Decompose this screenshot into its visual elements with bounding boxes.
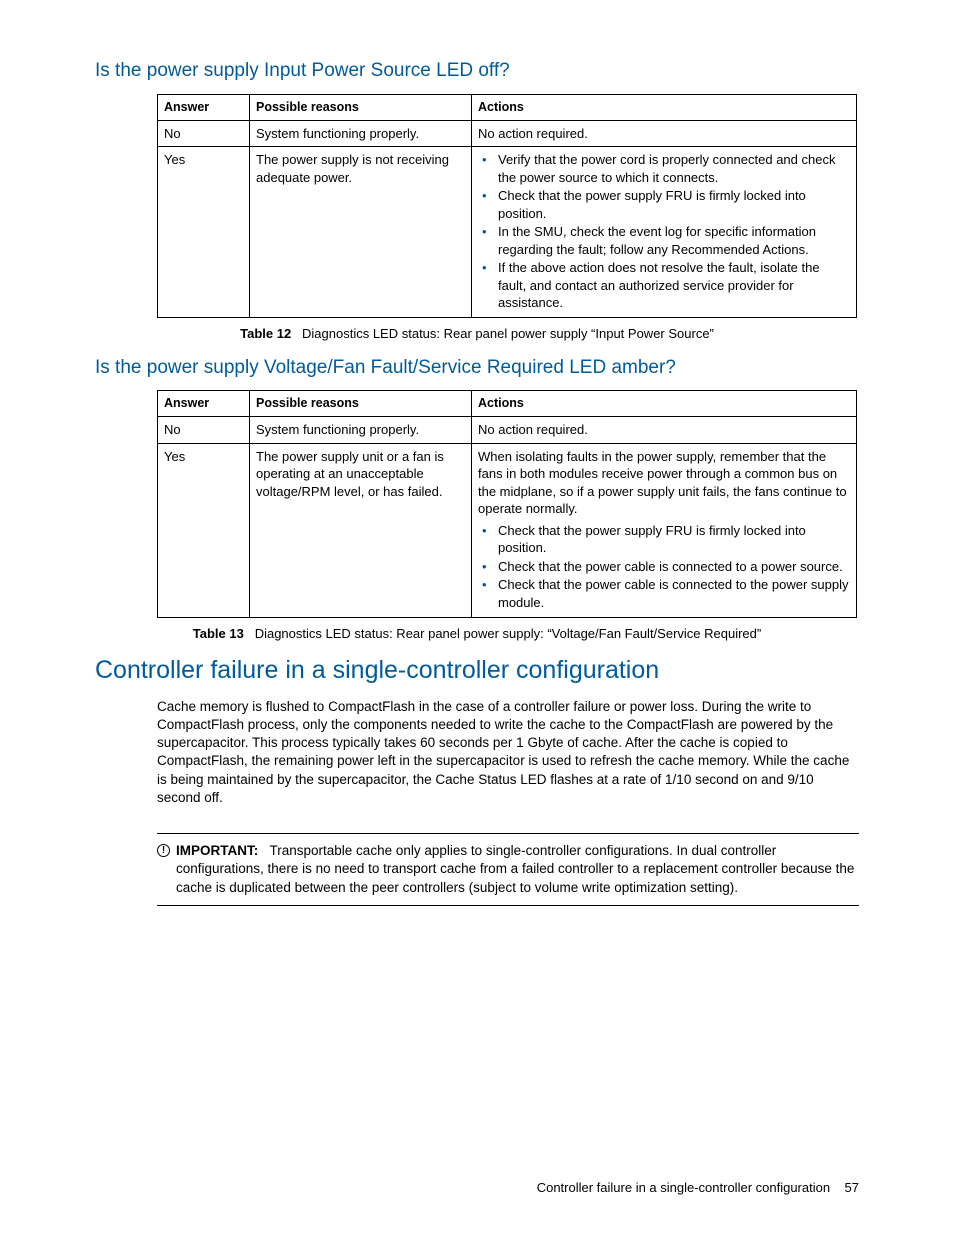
cell-answer: Yes	[158, 443, 250, 617]
caption-label: Table 13	[193, 626, 244, 641]
table-voltage-fan-led: Answer Possible reasons Actions No Syste…	[157, 390, 857, 617]
cell-reasons: The power supply unit or a fan is operat…	[250, 443, 472, 617]
section-heading-controller-failure: Controller failure in a single-controlle…	[95, 654, 859, 688]
important-block: ! IMPORTANT: Transportable cache only ap…	[157, 833, 859, 906]
table-caption-12: Table 12 Diagnostics LED status: Rear pa…	[95, 325, 859, 343]
table-row: No System functioning properly. No actio…	[158, 120, 857, 147]
table-header-row: Answer Possible reasons Actions	[158, 94, 857, 120]
table-header-reasons: Possible reasons	[250, 94, 472, 120]
caption-text: Diagnostics LED status: Rear panel power…	[255, 626, 762, 641]
action-item: Check that the power supply FRU is firml…	[496, 522, 850, 557]
cell-answer: Yes	[158, 147, 250, 318]
action-item: Verify that the power cord is properly c…	[496, 151, 850, 186]
caption-label: Table 12	[240, 326, 291, 341]
cell-reasons: The power supply is not receiving adequa…	[250, 147, 472, 318]
table-caption-13: Table 13 Diagnostics LED status: Rear pa…	[95, 625, 859, 643]
cell-reasons: System functioning properly.	[250, 417, 472, 444]
table-row: Yes The power supply unit or a fan is op…	[158, 443, 857, 617]
table-header-reasons: Possible reasons	[250, 391, 472, 417]
table-row: No System functioning properly. No actio…	[158, 417, 857, 444]
actions-list: Check that the power supply FRU is firml…	[478, 522, 850, 612]
action-item: Check that the power cable is connected …	[496, 576, 850, 611]
page-number: 57	[845, 1180, 859, 1195]
cell-reasons: System functioning properly.	[250, 120, 472, 147]
table-header-answer: Answer	[158, 94, 250, 120]
cell-actions: No action required.	[472, 417, 857, 444]
important-text-content: Transportable cache only applies to sing…	[176, 843, 854, 894]
page-footer: Controller failure in a single-controlle…	[537, 1179, 859, 1197]
cell-answer: No	[158, 120, 250, 147]
cell-answer: No	[158, 417, 250, 444]
footer-text: Controller failure in a single-controlle…	[537, 1180, 830, 1195]
action-item: Check that the power supply FRU is firml…	[496, 187, 850, 222]
section-heading-power-source-led: Is the power supply Input Power Source L…	[95, 58, 859, 84]
important-note: IMPORTANT: Transportable cache only appl…	[176, 842, 859, 897]
table-header-row: Answer Possible reasons Actions	[158, 391, 857, 417]
action-item: In the SMU, check the event log for spec…	[496, 223, 850, 258]
actions-intro-text: When isolating faults in the power suppl…	[478, 448, 850, 518]
table-power-source-led: Answer Possible reasons Actions No Syste…	[157, 94, 857, 318]
section-heading-voltage-fan-led: Is the power supply Voltage/Fan Fault/Se…	[95, 355, 859, 381]
cell-actions: No action required.	[472, 120, 857, 147]
actions-list: Verify that the power cord is properly c…	[478, 151, 850, 312]
important-icon: !	[157, 844, 170, 857]
divider	[157, 833, 859, 834]
action-item: If the above action does not resolve the…	[496, 259, 850, 312]
table-row: Yes The power supply is not receiving ad…	[158, 147, 857, 318]
table-header-actions: Actions	[472, 94, 857, 120]
cell-actions: When isolating faults in the power suppl…	[472, 443, 857, 617]
table-header-answer: Answer	[158, 391, 250, 417]
caption-text: Diagnostics LED status: Rear panel power…	[302, 326, 714, 341]
table-header-actions: Actions	[472, 391, 857, 417]
paragraph-controller-failure: Cache memory is flushed to CompactFlash …	[157, 698, 859, 807]
cell-actions: Verify that the power cord is properly c…	[472, 147, 857, 318]
divider	[157, 905, 859, 906]
action-item: Check that the power cable is connected …	[496, 558, 850, 576]
important-label: IMPORTANT:	[176, 843, 258, 858]
